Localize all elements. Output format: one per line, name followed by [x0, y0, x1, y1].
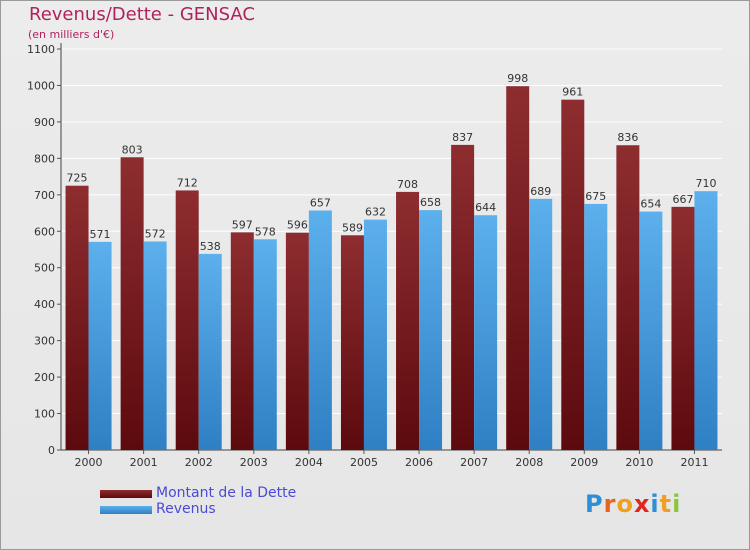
- logo-letter: i: [672, 490, 682, 518]
- x-tick-label: 2004: [295, 456, 323, 469]
- data-label-dette-2000: 725: [67, 172, 88, 185]
- grid-layer: [61, 48, 722, 415]
- y-tick-label: 400: [34, 298, 55, 311]
- chart-title: Revenus/Dette - GENSAC: [29, 4, 255, 25]
- data-label-dette-2008: 998: [507, 72, 528, 85]
- data-label-dette-2011: 667: [672, 193, 693, 206]
- bar-revenus-2007: [474, 215, 498, 450]
- data-label-revenus-2002: 538: [200, 240, 221, 253]
- bar-dette-2002: [175, 190, 199, 450]
- proxiti-logo: Proxiti: [585, 490, 681, 518]
- data-label-dette-2003: 597: [232, 218, 253, 231]
- bar-revenus-2009: [584, 203, 608, 450]
- bar-dette-2001: [120, 157, 144, 450]
- axis-layer: 0 100 200 300 400 500 600 700 800 900 1000 1100 2000…: [27, 43, 722, 469]
- y-tick-label: 100: [34, 408, 55, 421]
- x-tick-label: 2003: [240, 456, 268, 469]
- bar-dette-2007: [451, 144, 475, 450]
- logo-letter: o: [616, 490, 634, 518]
- y-tick-label: 500: [34, 262, 55, 275]
- logo-letter: t: [659, 490, 673, 518]
- y-tick-label: 1000: [27, 79, 55, 92]
- y-tick-label: 800: [34, 152, 55, 165]
- bar-layer: [65, 86, 718, 451]
- bar-dette-2008: [506, 86, 530, 450]
- legend-label-revenus: Revenus: [156, 501, 216, 517]
- y-tick-label: 300: [34, 335, 55, 348]
- bar-revenus-2003: [253, 239, 277, 450]
- data-label-dette-2004: 596: [287, 219, 308, 232]
- data-label-revenus-2000: 571: [90, 228, 111, 241]
- y-tick-label: 200: [34, 371, 55, 384]
- bar-dette-2011: [671, 206, 695, 450]
- bar-revenus-2006: [419, 210, 443, 450]
- x-tick-label: 2005: [350, 456, 378, 469]
- x-tick-label: 2011: [680, 456, 708, 469]
- bar-revenus-2010: [639, 211, 663, 450]
- data-label-revenus-2011: 710: [695, 177, 716, 190]
- data-label-dette-2002: 712: [177, 176, 198, 189]
- bar-revenus-2005: [363, 219, 387, 450]
- chart-subtitle: (en milliers d'€): [28, 28, 115, 41]
- logo-letter: x: [633, 490, 651, 518]
- bar-dette-2009: [561, 99, 585, 451]
- y-tick-label: 0: [48, 444, 55, 457]
- bar-revenus-2004: [308, 210, 332, 450]
- data-label-revenus-2010: 654: [640, 198, 661, 211]
- data-label-dette-2001: 803: [122, 143, 143, 156]
- data-label-revenus-2004: 657: [310, 196, 331, 209]
- bar-dette-2006: [396, 191, 420, 450]
- data-label-revenus-2006: 658: [420, 196, 441, 209]
- bar-revenus-2002: [198, 253, 222, 450]
- y-tick-label: 700: [34, 189, 55, 202]
- data-label-revenus-2007: 644: [475, 201, 496, 214]
- bar-revenus-2008: [529, 198, 553, 450]
- data-label-revenus-2005: 632: [365, 206, 386, 219]
- bar-dette-2000: [65, 185, 89, 451]
- x-tick-label: 2000: [75, 456, 103, 469]
- x-tick-label: 2002: [185, 456, 213, 469]
- y-tick-label: 600: [34, 225, 55, 238]
- bar-revenus-2011: [694, 191, 718, 450]
- x-tick-label: 2006: [405, 456, 433, 469]
- y-tick-label: 900: [34, 116, 55, 129]
- bar-revenus-2001: [143, 241, 167, 450]
- data-label-revenus-2001: 572: [145, 227, 166, 240]
- logo-letter: i: [650, 490, 660, 518]
- data-label-dette-2010: 836: [617, 131, 638, 144]
- x-tick-label: 2001: [130, 456, 158, 469]
- x-tick-label: 2009: [570, 456, 598, 469]
- label-layer: 7255718035727125385975785966575896327086…: [67, 72, 717, 253]
- y-tick-label: 1100: [27, 43, 55, 56]
- x-tick-label: 2007: [460, 456, 488, 469]
- bar-dette-2004: [285, 232, 309, 450]
- bar-dette-2005: [340, 235, 364, 450]
- x-tick-label: 2008: [515, 456, 543, 469]
- data-label-dette-2006: 708: [397, 178, 418, 191]
- data-label-revenus-2008: 689: [530, 185, 551, 198]
- bar-dette-2010: [616, 145, 640, 451]
- logo-letter: P: [585, 490, 604, 518]
- data-label-revenus-2009: 675: [585, 190, 606, 203]
- bar-revenus-2000: [88, 241, 112, 450]
- legend-label-dette: Montant de la Dette: [156, 485, 297, 501]
- logo-letter: r: [603, 490, 617, 518]
- data-label-revenus-2003: 578: [255, 225, 276, 238]
- legend-swatch-dette: [100, 490, 152, 498]
- data-label-dette-2009: 961: [562, 86, 583, 99]
- legend-swatch-revenus: [100, 506, 152, 514]
- bar-dette-2003: [230, 232, 254, 450]
- data-label-dette-2005: 589: [342, 221, 363, 234]
- x-tick-label: 2010: [625, 456, 653, 469]
- data-label-dette-2007: 837: [452, 131, 473, 144]
